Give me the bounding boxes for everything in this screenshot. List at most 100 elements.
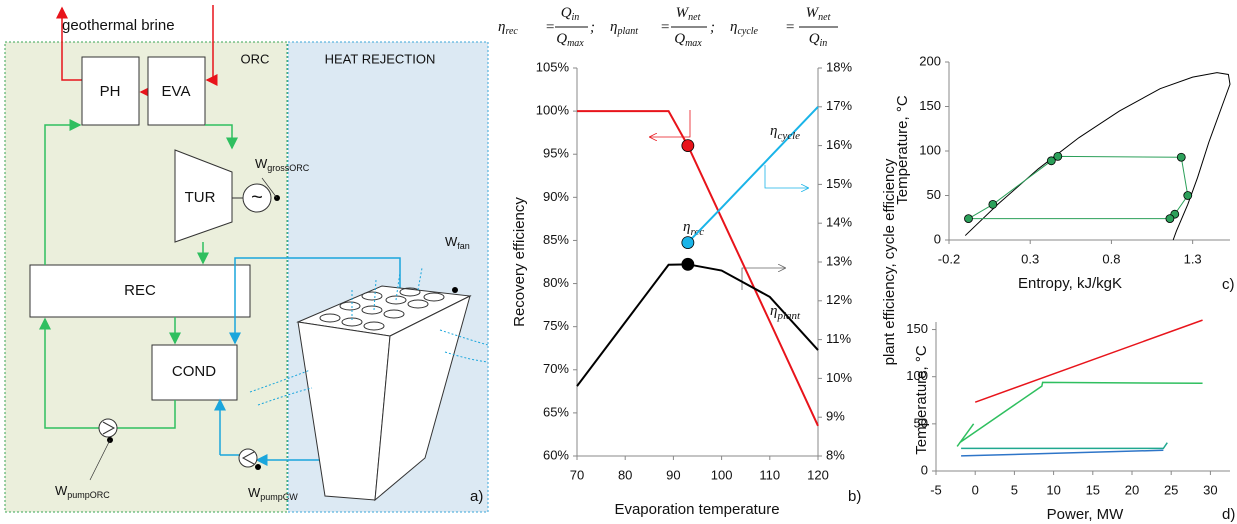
component-label: EVA [162, 83, 191, 100]
subscript: net [818, 12, 830, 23]
orc-pipe [39, 317, 99, 429]
y-tick-label: 50 [914, 415, 928, 430]
point-marker [1176, 152, 1186, 162]
work-symbol: W [248, 485, 261, 500]
symbol: η [498, 19, 505, 35]
x-tick-label: 120 [807, 467, 829, 482]
y-tick-label: 105% [536, 59, 570, 74]
y-tick-label: 150 [906, 321, 928, 336]
y-tick-label: 80% [543, 275, 569, 290]
symbol: W [676, 5, 690, 21]
axis-pointer [741, 268, 785, 290]
y-tick-label: 0 [921, 462, 928, 477]
denominator: Qmax [556, 31, 584, 49]
x-tick-label: 20 [1125, 482, 1139, 497]
x-tick-label: -0.2 [938, 251, 960, 266]
y2-tick-label: 16% [826, 137, 852, 152]
y-axis-title: Recovery efficiency [511, 197, 528, 327]
symbol: W [806, 5, 820, 21]
orc-pipe [44, 119, 82, 265]
water-pipe [229, 257, 401, 345]
x-tick-label: 70 [570, 467, 584, 482]
y-tick-label: 50 [927, 187, 941, 202]
x-tick-label: 100 [711, 467, 733, 482]
point-marker [1165, 214, 1175, 224]
generator-symbol: ~ [251, 186, 263, 208]
series-line [687, 106, 819, 244]
pump-symbol [241, 451, 255, 465]
subscript: net [688, 12, 700, 23]
y-tick-label: 200 [919, 53, 941, 68]
point-marker [1053, 151, 1063, 161]
y-tick-label: 100% [536, 103, 570, 118]
series-line [576, 263, 819, 387]
denominator: Qmax [674, 31, 702, 49]
x-tick-label: 90 [666, 467, 680, 482]
recuperator [29, 264, 251, 318]
point-marker [681, 236, 695, 250]
y2-tick-label: 15% [826, 176, 852, 191]
power-point [255, 464, 261, 470]
component-label: PH [100, 83, 121, 100]
x-tick-label: -5 [930, 482, 942, 497]
component-label: REC [124, 282, 156, 299]
formula-symbol: ηplant [610, 19, 638, 37]
y2-tick-label: 10% [826, 370, 852, 385]
panel-label: a) [470, 488, 483, 505]
point-marker [681, 257, 695, 271]
pump-symbol [102, 421, 116, 435]
y2-axis-title: plant efficiency, cycle efficiency [881, 158, 898, 365]
work-symbol: W [55, 483, 68, 498]
y2-tick-label: 14% [826, 215, 852, 230]
formula-sep: ; [590, 19, 595, 35]
cw-pump [238, 448, 258, 468]
point-marker [988, 199, 998, 209]
formula-sep: ; [710, 19, 715, 35]
y2-tick-label: 8% [826, 447, 845, 462]
y-tick-label: 60% [543, 447, 569, 462]
x-axis-title: Evaporation temperature [614, 501, 779, 518]
work-label: WpumpCW [248, 485, 298, 502]
axis-pointer [650, 110, 691, 137]
x-tick-label: 30 [1203, 482, 1217, 497]
y-tick-label: 65% [543, 404, 569, 419]
y2-tick-label: 11% [826, 331, 851, 346]
series-symbol: η [683, 219, 690, 235]
series-line [961, 442, 1168, 450]
y2-tick-label: 9% [826, 409, 845, 424]
work-label: WgrossORC [255, 156, 310, 173]
y-tick-label: 75% [543, 318, 569, 333]
process-diagram: ORC HEAT REJECTION geothermal brine PH E… [4, 5, 489, 513]
symbol: η [730, 19, 737, 35]
series-line [974, 319, 1203, 403]
generator [242, 183, 272, 213]
x-tick-label: 0.8 [1102, 251, 1120, 266]
subscript: max [685, 38, 702, 49]
orc-pump [98, 418, 118, 438]
work-subscript: grossORC [267, 163, 310, 173]
component-label: TUR [185, 189, 216, 206]
point-marker [1046, 156, 1056, 166]
leader [261, 177, 278, 199]
orc-pipe [117, 400, 176, 429]
series-label: ηcycle [770, 123, 800, 141]
symbol: η [610, 19, 617, 35]
power-point [452, 287, 458, 293]
symbol: Q [809, 31, 820, 47]
y2-tick-label: 12% [826, 292, 852, 307]
panel-label: d) [1222, 506, 1235, 523]
subscript: cycle [737, 26, 758, 37]
formula-eq: = [545, 19, 555, 35]
preheater [81, 56, 140, 126]
evaporator [147, 56, 206, 126]
series-symbol: η [770, 123, 777, 139]
y-axis-title: Temperature, °C [894, 95, 911, 205]
x-axis-title: Power, MW [1047, 506, 1125, 523]
symbol: Q [556, 31, 567, 47]
y-tick-label: 100 [919, 142, 941, 157]
work-subscript: pumpCW [260, 492, 298, 502]
cooling-tower [296, 285, 472, 502]
point-marker [964, 214, 973, 224]
y-tick-label: 90% [543, 189, 569, 204]
